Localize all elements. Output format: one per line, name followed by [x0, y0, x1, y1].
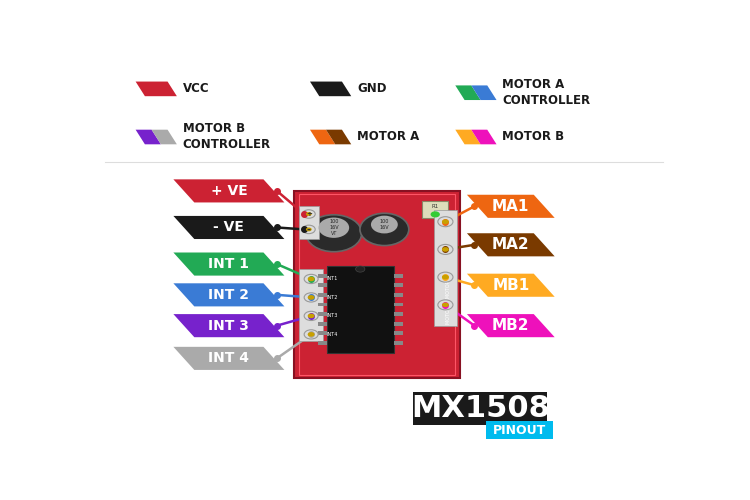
Text: MOTOR-B  MOTOR-A: MOTOR-B MOTOR-A — [446, 275, 451, 324]
Text: GND: GND — [357, 82, 386, 96]
Text: MA1: MA1 — [492, 199, 530, 214]
Polygon shape — [467, 274, 555, 297]
Bar — [422, 200, 448, 218]
Circle shape — [371, 216, 398, 234]
Circle shape — [438, 244, 453, 254]
Text: MOTOR A: MOTOR A — [357, 130, 419, 143]
Polygon shape — [173, 314, 284, 337]
Bar — [317, 302, 327, 306]
Circle shape — [438, 272, 453, 282]
Circle shape — [304, 330, 318, 339]
Circle shape — [438, 216, 453, 226]
Bar — [317, 341, 327, 345]
Circle shape — [306, 228, 312, 232]
Circle shape — [442, 220, 449, 224]
Circle shape — [442, 302, 449, 307]
Text: 100
16V
VT: 100 16V VT — [329, 220, 338, 236]
Polygon shape — [455, 86, 481, 100]
Text: 100
16V: 100 16V — [380, 219, 389, 230]
Bar — [413, 392, 547, 425]
Bar — [486, 421, 553, 440]
Text: INT 4: INT 4 — [209, 352, 250, 366]
Text: R1: R1 — [431, 204, 439, 209]
Text: +: + — [306, 211, 312, 217]
Text: - VE: - VE — [214, 220, 244, 234]
Text: INT 3: INT 3 — [209, 318, 249, 332]
Circle shape — [438, 300, 453, 310]
Circle shape — [306, 215, 362, 252]
Polygon shape — [136, 130, 161, 144]
Circle shape — [319, 218, 350, 238]
Circle shape — [302, 225, 315, 234]
Polygon shape — [173, 347, 284, 370]
Text: INT 1: INT 1 — [209, 257, 250, 271]
Circle shape — [308, 295, 315, 300]
Polygon shape — [310, 82, 351, 96]
Circle shape — [442, 247, 449, 252]
Circle shape — [306, 212, 312, 216]
Text: VCC: VCC — [183, 82, 209, 96]
Bar — [394, 341, 403, 345]
Bar — [317, 322, 327, 326]
Polygon shape — [173, 180, 284, 203]
Text: + VE: + VE — [211, 184, 248, 198]
Text: INT2: INT2 — [326, 295, 338, 300]
Text: MA2: MA2 — [492, 238, 530, 252]
Bar — [394, 293, 403, 297]
Polygon shape — [467, 233, 555, 256]
Circle shape — [308, 314, 315, 318]
Bar — [299, 206, 320, 239]
Circle shape — [304, 312, 318, 320]
Polygon shape — [136, 82, 177, 96]
Circle shape — [430, 212, 440, 218]
Circle shape — [308, 276, 315, 281]
Polygon shape — [326, 130, 351, 144]
Text: -: - — [307, 224, 310, 234]
Bar — [394, 332, 403, 336]
Circle shape — [302, 210, 315, 218]
Bar — [394, 312, 403, 316]
Bar — [294, 191, 460, 378]
Text: INT4: INT4 — [326, 332, 338, 337]
Polygon shape — [471, 86, 496, 100]
Polygon shape — [310, 130, 335, 144]
Polygon shape — [173, 216, 284, 239]
Polygon shape — [173, 252, 284, 276]
Bar — [394, 302, 403, 306]
Polygon shape — [471, 130, 496, 144]
Text: INT1: INT1 — [326, 276, 338, 281]
Text: MOTOR B: MOTOR B — [503, 130, 565, 143]
Text: PINOUT: PINOUT — [493, 424, 546, 436]
Bar — [394, 284, 403, 287]
Bar — [394, 322, 403, 326]
Bar — [317, 312, 327, 316]
Bar — [317, 274, 327, 278]
Bar — [317, 284, 327, 287]
Polygon shape — [455, 130, 481, 144]
Circle shape — [304, 274, 318, 283]
Bar — [394, 274, 403, 278]
Bar — [299, 270, 323, 340]
Polygon shape — [467, 314, 555, 337]
Text: INT 2: INT 2 — [209, 288, 250, 302]
Bar — [327, 266, 394, 352]
Text: MOTOR B
CONTROLLER: MOTOR B CONTROLLER — [183, 122, 271, 152]
Text: INT3: INT3 — [326, 314, 338, 318]
Text: MX1508: MX1508 — [411, 394, 550, 423]
Circle shape — [308, 332, 315, 336]
Polygon shape — [173, 284, 284, 306]
Bar — [317, 293, 327, 297]
Polygon shape — [467, 194, 555, 218]
Circle shape — [304, 293, 318, 302]
Text: MB2: MB2 — [492, 318, 530, 333]
Bar — [433, 210, 457, 326]
Text: MOTOR A
CONTROLLER: MOTOR A CONTROLLER — [503, 78, 590, 107]
Circle shape — [360, 213, 409, 246]
Circle shape — [356, 266, 365, 272]
Bar — [317, 332, 327, 336]
Polygon shape — [152, 130, 177, 144]
Text: MB1: MB1 — [492, 278, 530, 292]
Circle shape — [442, 275, 449, 280]
Bar — [299, 194, 455, 374]
